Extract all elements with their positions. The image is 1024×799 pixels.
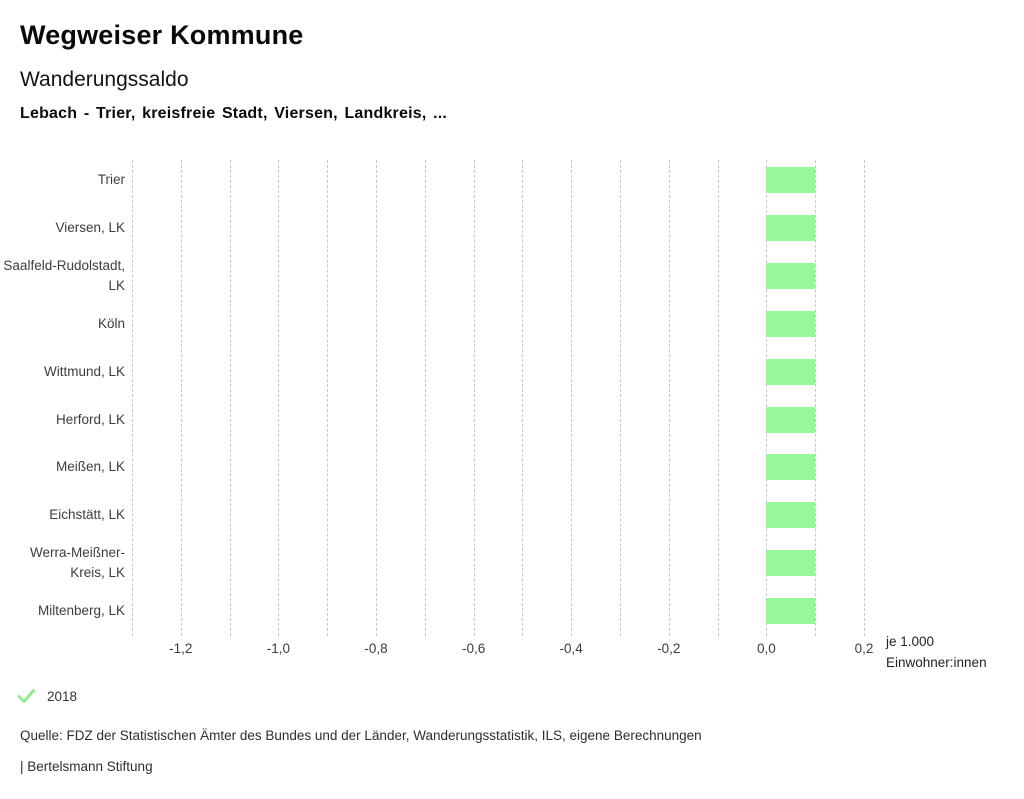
- category-label: Miltenberg, LK: [37, 603, 125, 619]
- bar-saalfeld-rudolstadt-lk[interactable]: [766, 262, 816, 289]
- bar-herford-lk[interactable]: [766, 406, 816, 433]
- legend-label: 2018: [47, 688, 78, 704]
- gridline: [424, 160, 426, 636]
- x-tick-label: 0,0: [757, 641, 776, 656]
- gridline: [278, 160, 280, 636]
- gridline: [522, 160, 524, 636]
- x-axis-unit-line-1: je 1.000: [886, 634, 935, 649]
- page-title: Wegweiser Kommune: [20, 20, 304, 50]
- bar-köln[interactable]: [766, 310, 816, 337]
- category-label: Herford, LK: [55, 411, 125, 427]
- check-icon: [17, 689, 35, 703]
- chart-title: Wanderungssaldo: [20, 68, 189, 91]
- gridline: [717, 160, 719, 636]
- bar-miltenberg-lk[interactable]: [766, 598, 816, 625]
- bar-wittmund-lk[interactable]: [766, 358, 816, 385]
- x-tick-label: -0,2: [657, 641, 681, 656]
- x-tick-label: -0,6: [461, 641, 486, 656]
- category-label: Trier: [97, 172, 125, 187]
- gridline: [571, 160, 573, 636]
- gridline: [766, 160, 768, 636]
- gridline: [327, 160, 329, 636]
- category-label: Saalfeld-Rudolstadt, LK: [3, 257, 125, 293]
- bar-eichstätt-lk[interactable]: [766, 502, 816, 529]
- gridline: [620, 160, 621, 636]
- chart-selection-subtitle: Lebach - Trier, kreisfreie Stadt, Vierse…: [20, 105, 448, 122]
- source-text: Quelle: FDZ der Statistischen Ämter des …: [20, 728, 702, 743]
- category-label: Wittmund, LK: [43, 363, 125, 379]
- x-axis-unit-line-2: Einwohner:innen: [886, 655, 987, 670]
- branding-text: | Bertelsmann Stiftung: [20, 759, 153, 774]
- category-label: Köln: [97, 315, 125, 331]
- gridline: [180, 160, 182, 636]
- bar-viersen-lk[interactable]: [766, 214, 816, 241]
- gridline: [473, 160, 475, 636]
- bar-werra-meißner-kreis-lk[interactable]: [766, 550, 816, 577]
- bar-meißen-lk[interactable]: [766, 454, 816, 481]
- legend-item-2018[interactable]: 2018: [17, 688, 77, 704]
- gridline: [229, 160, 231, 636]
- x-axis-unit-label: je 1.000 Einwohner:innen: [886, 631, 987, 673]
- gridline: [376, 160, 377, 636]
- gridline: [815, 160, 817, 636]
- x-tick-label: -1,0: [266, 641, 291, 656]
- category-label: Viersen, LK: [55, 219, 125, 235]
- category-label: Eichstätt, LK: [49, 507, 125, 523]
- plot-area: [132, 160, 865, 636]
- gridline: [668, 160, 670, 636]
- x-tick-label: -1,2: [169, 641, 193, 656]
- category-label: Meißen, LK: [55, 459, 125, 475]
- x-tick-label: -0,8: [364, 641, 388, 656]
- gridline: [132, 160, 133, 636]
- bar-trier[interactable]: [766, 167, 816, 193]
- category-label: Werra-Meißner-Kreis, LK: [29, 545, 125, 581]
- x-tick-label: -0,4: [559, 641, 583, 656]
- gridline: [864, 160, 865, 636]
- x-tick-label: 0,2: [854, 641, 874, 656]
